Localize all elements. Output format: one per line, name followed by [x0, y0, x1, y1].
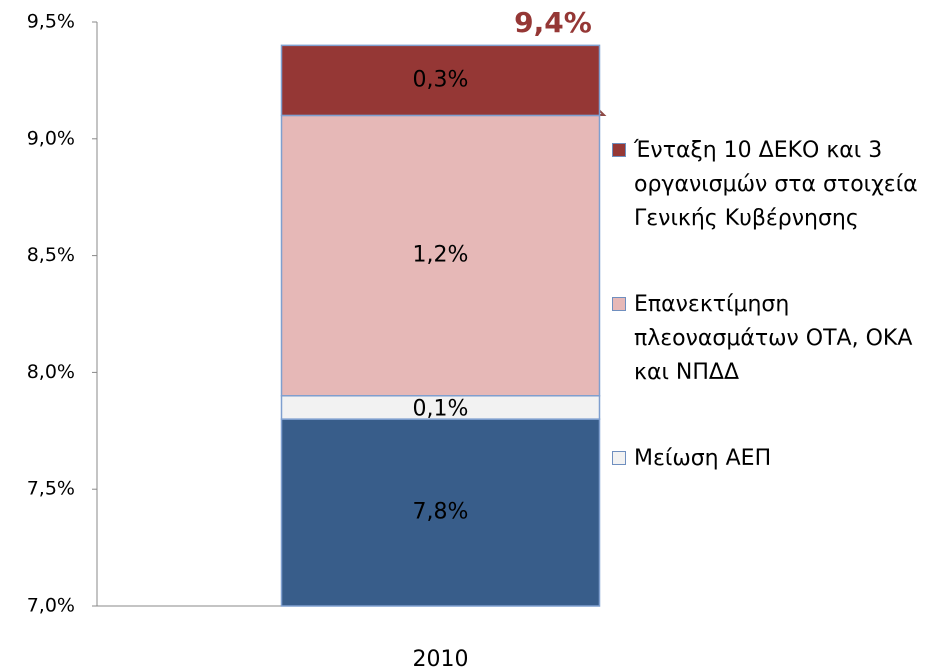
legend-entry: Επανεκτίμηση πλεονασμάτων ΟΤΑ, ΟΚΑ και Ν…	[612, 288, 932, 390]
y-tick-label: 8,0%	[27, 361, 75, 383]
bar-segment	[280, 44, 601, 117]
x-tick-label: 2010	[413, 647, 469, 670]
data-label: 0,1%	[413, 396, 469, 421]
legend-entry: Μείωση ΑΕΠ	[612, 442, 932, 476]
y-tick-label: 7,5%	[27, 478, 75, 500]
bar-segment	[280, 418, 601, 607]
legend-entry: Ένταξη 10 ΔΕΚΟ και 3 οργανισμών στα στοι…	[612, 134, 932, 236]
legend-label: Ένταξη 10 ΔΕΚΟ και 3 οργανισμών στα στοι…	[634, 138, 918, 231]
y-tick-label: 7,0%	[27, 595, 75, 617]
legend-label: Επανεκτίμηση πλεονασμάτων ΟΤΑ, ΟΚΑ και Ν…	[634, 292, 913, 385]
y-tick-label: 9,0%	[27, 127, 75, 149]
y-tick-label: 9,5%	[27, 11, 75, 33]
legend-swatch	[612, 143, 626, 157]
legend-swatch	[612, 297, 626, 311]
data-label: 0,3%	[413, 67, 469, 92]
annotation: 9,4%	[514, 6, 592, 39]
data-label: 1,2%	[413, 243, 469, 268]
data-label: 7,8%	[413, 500, 469, 525]
legend-swatch	[612, 451, 626, 465]
legend-label: Μείωση ΑΕΠ	[634, 446, 772, 471]
y-tick-label: 8,5%	[27, 244, 75, 266]
